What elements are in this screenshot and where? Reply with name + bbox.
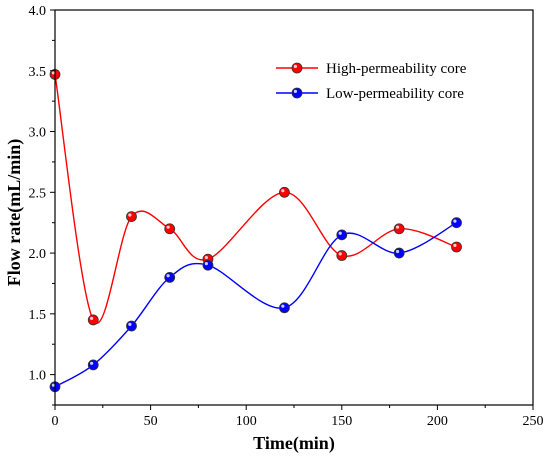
series-line [54, 222, 457, 388]
legend-label: Low-permeability core [326, 86, 464, 102]
x-axis-title: Time(min) [253, 433, 335, 454]
data-point-highlight [90, 361, 94, 365]
x-tick-label: 100 [236, 414, 257, 429]
data-point-highlight [395, 225, 400, 229]
y-tick-label: 1.0 [29, 369, 47, 384]
data-point [279, 302, 290, 314]
data-point [164, 223, 176, 235]
data-point [126, 211, 137, 223]
legend: High-permeability core Low-permeability c… [276, 61, 467, 102]
legend-marker [291, 62, 303, 74]
series-high-permeability [49, 69, 462, 326]
data-point-highlight [51, 383, 56, 387]
series-layer [49, 69, 462, 393]
data-point [87, 359, 99, 371]
data-point [336, 250, 348, 261]
data-point-highlight [204, 262, 208, 266]
y-tick-label: 3.0 [29, 126, 47, 141]
data-point [336, 229, 348, 241]
x-tick-label: 0 [52, 414, 59, 429]
y-axis-title: Flow rate(mL/min) [4, 139, 25, 286]
data-point [393, 223, 405, 235]
legend-label: High-permeability core [326, 61, 467, 77]
y-tick-label: 1.5 [29, 308, 47, 323]
y-tick-label: 4.0 [29, 4, 47, 19]
data-point [279, 186, 290, 198]
legend-marker-highlight [293, 64, 297, 68]
data-point [87, 314, 99, 326]
series-line [54, 74, 457, 324]
y-tick-label: 2.0 [29, 247, 47, 262]
data-point-highlight [453, 243, 457, 247]
data-point-highlight [51, 71, 56, 75]
data-point-highlight [204, 255, 208, 260]
data-point [164, 271, 176, 283]
legend-marker [291, 87, 303, 99]
series-low-permeability [49, 217, 462, 393]
data-point-highlight [90, 316, 94, 320]
data-point-highlight [281, 189, 285, 193]
x-tick-label: 250 [523, 414, 544, 429]
data-point-highlight [128, 322, 132, 326]
data-point [126, 320, 137, 332]
x-tick-label: 150 [331, 414, 352, 429]
y-tick-label: 3.5 [29, 65, 47, 80]
data-point-highlight [338, 252, 342, 256]
x-tick-label: 50 [144, 414, 158, 429]
data-point [451, 241, 462, 253]
data-point-highlight [338, 231, 342, 235]
data-point-highlight [166, 225, 170, 229]
legend-marker-highlight [293, 89, 297, 93]
data-point [451, 217, 462, 229]
y-tick-label: 2.5 [29, 186, 47, 201]
x-tick-label: 200 [427, 414, 448, 429]
data-point-highlight [395, 249, 400, 254]
data-point-highlight [166, 274, 170, 278]
data-point-highlight [453, 219, 457, 223]
data-point [393, 247, 405, 259]
data-point-highlight [281, 304, 285, 308]
axes-layer: 0 50 100 150 200 250 1.0 1.5 2.0 2.5 3.0 3.5 4.0 [29, 4, 544, 429]
data-point [202, 259, 214, 271]
data-point-highlight [128, 213, 132, 217]
